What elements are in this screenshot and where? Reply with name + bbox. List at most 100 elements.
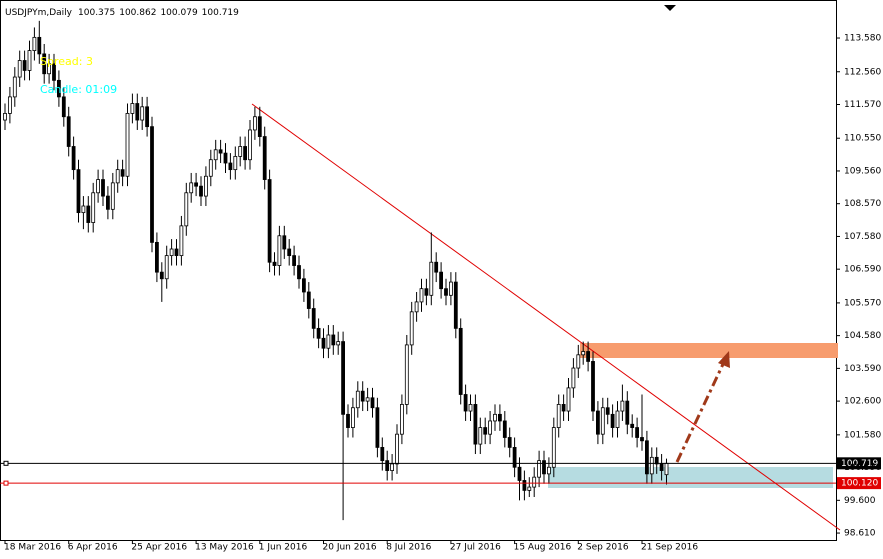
candle-body: [282, 235, 287, 250]
x-tick-label: 21 Sep 2016: [641, 543, 698, 553]
candle-body: [380, 447, 385, 462]
candle-body: [238, 146, 243, 157]
candle-body: [336, 341, 341, 346]
target-zone: [580, 343, 838, 358]
candle-body: [208, 159, 213, 177]
last-open: 100.375: [78, 8, 115, 18]
last-high: 100.862: [119, 8, 156, 18]
y-tick-label: 104.580: [844, 331, 881, 341]
candle-body: [497, 413, 502, 422]
candle-body: [203, 175, 208, 197]
y-tick-label: 105.570: [844, 298, 881, 308]
candle-body: [17, 60, 22, 78]
candle-body: [399, 404, 404, 435]
candle-body: [252, 116, 257, 131]
candle-body: [140, 106, 145, 121]
x-tick-label: 25 Apr 2016: [131, 543, 187, 553]
y-tick-label: 106.590: [844, 265, 881, 275]
candle-body: [37, 36, 42, 55]
candle-body: [512, 447, 517, 468]
candle-body: [52, 63, 56, 81]
x-tick-label: 15 Aug 2016: [514, 543, 572, 553]
candle-body: [311, 308, 316, 329]
candles: [3, 20, 669, 521]
candle-body: [488, 420, 493, 435]
candle-body: [527, 486, 532, 491]
candle-body: [86, 205, 91, 223]
candle-body: [493, 413, 497, 422]
candle-body: [542, 460, 546, 475]
candle-body: [218, 149, 223, 154]
candle-body: [81, 205, 86, 214]
candle-body: [110, 182, 115, 210]
candle-body: [22, 60, 27, 71]
candle-body: [404, 344, 409, 405]
candle-body: [576, 354, 581, 369]
candle-body: [664, 462, 669, 476]
candle-body: [600, 407, 605, 435]
x-tick-label: 6 Apr 2016: [68, 543, 118, 553]
candle-body: [350, 407, 355, 428]
candle-body: [649, 456, 654, 475]
candle-body: [277, 235, 282, 266]
candle-body: [551, 427, 556, 468]
candle-body: [473, 404, 478, 445]
candle-body: [169, 248, 174, 257]
candle-body: [331, 334, 336, 346]
candle-body: [150, 126, 154, 243]
price-anchor: [3, 460, 9, 466]
candle-body: [301, 278, 306, 293]
candle-body: [635, 427, 639, 438]
candle-body: [3, 113, 7, 121]
candle-body: [395, 433, 399, 465]
candle-body: [174, 248, 179, 257]
candle-body: [360, 390, 365, 402]
candle-body: [12, 76, 17, 98]
annotation: Spread: 3: [40, 55, 93, 68]
candle-body: [556, 404, 561, 428]
candle-body: [605, 407, 610, 415]
candle-body: [409, 311, 414, 346]
candle-body: [179, 225, 184, 257]
candle-body: [429, 261, 434, 296]
candle-body: [640, 437, 644, 442]
candle-body: [630, 423, 635, 428]
arrow-head: [718, 351, 730, 368]
candle-body: [444, 288, 448, 296]
plot-frame: [0, 0, 837, 541]
price-tag: [837, 477, 881, 490]
chart-title: USDJPYm,Daily 100.375 100.862 100.079 100.71…: [5, 8, 239, 18]
candle-body: [257, 116, 262, 137]
candle-body: [375, 407, 380, 448]
candle-body: [341, 341, 346, 415]
candle-body: [458, 327, 463, 395]
candle-body: [262, 136, 267, 180]
candle-body: [571, 367, 576, 389]
price-tag-label: 100.719: [841, 459, 878, 469]
y-tick-label: 112.560: [844, 67, 881, 77]
candle-body: [228, 162, 233, 171]
y-tick-label: 108.570: [844, 199, 881, 209]
candle-body: [57, 79, 61, 98]
symbol: USDJPYm,Daily: [5, 8, 73, 18]
candle-body: [502, 420, 507, 438]
candle-body: [463, 394, 468, 412]
candle-body: [316, 327, 321, 339]
candle-body: [91, 192, 96, 223]
candle-body: [267, 179, 272, 263]
candle-body: [414, 301, 419, 313]
y-tick-label: 110.550: [844, 134, 881, 144]
candle-body: [287, 248, 292, 257]
candle-body: [96, 179, 100, 194]
x-tick-label: 13 May 2016: [195, 543, 254, 553]
candle-body: [566, 387, 571, 412]
x-tick-label: 2 Sep 2016: [577, 543, 629, 553]
candle-body: [390, 463, 395, 471]
candle-body: [659, 463, 664, 471]
candle-body: [272, 261, 277, 266]
candle-body: [645, 440, 649, 475]
y-tick-label: 113.580: [844, 34, 881, 44]
candle-body: [370, 397, 375, 409]
candle-body: [199, 185, 203, 197]
